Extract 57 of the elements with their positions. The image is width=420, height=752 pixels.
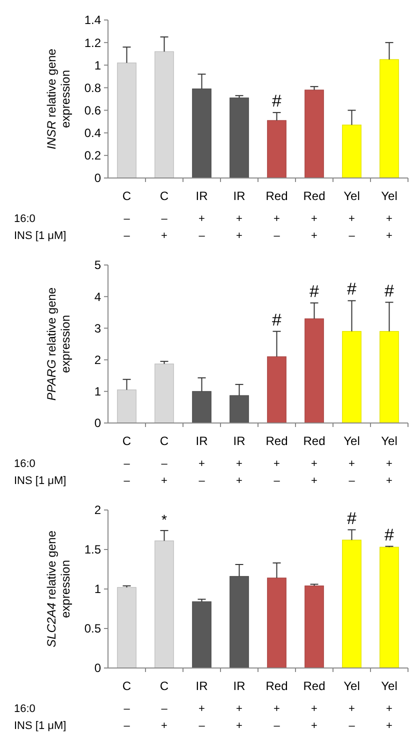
- x-tick-label: Yel + +: [381, 189, 398, 242]
- x-tick-label: Yel + –: [344, 434, 360, 487]
- text: INS [1 μM]: [14, 474, 66, 487]
- x-tick-label: Red + –: [266, 189, 288, 242]
- annotation: #: [384, 525, 395, 544]
- x-tick-label: C – –: [122, 434, 132, 487]
- x-tick-label: Red + –: [266, 434, 288, 487]
- annotation: #: [347, 508, 358, 528]
- x-tick-label: C – –: [122, 679, 132, 732]
- y-tick-label: 1.2: [84, 36, 102, 50]
- x-tick-label: C – +: [160, 189, 169, 242]
- text: 16:0: [14, 212, 36, 225]
- annotation: #: [272, 310, 282, 330]
- text: 16:0: [14, 458, 36, 470]
- x-tick-label: IR + +: [233, 679, 246, 732]
- y-tick-label: 0.6: [84, 103, 102, 118]
- y-tick-label: 0.4: [84, 126, 102, 140]
- annotation: #: [310, 282, 320, 301]
- x-tick-label: IR + –: [196, 434, 208, 487]
- y-tick-label: 1.5: [84, 542, 102, 557]
- y-tick-label: 2: [94, 353, 102, 367]
- y-tick-label: 1: [94, 384, 102, 399]
- text: INS [1 μM]: [14, 720, 66, 732]
- annotation: *: [162, 512, 168, 528]
- x-tick-label: C – –: [122, 189, 132, 242]
- y-tick-label: 5: [94, 258, 102, 272]
- y-tick-label: 1.4: [84, 13, 102, 28]
- y-tick-label: 4: [94, 290, 102, 304]
- x-tick-label: IR + –: [196, 679, 208, 732]
- annotation: #: [272, 92, 282, 111]
- y-tick-label: 0: [94, 416, 102, 430]
- y-tick-label: 1: [94, 58, 102, 72]
- annotation: #: [384, 281, 395, 300]
- x-tick-label: Yel + –: [344, 189, 360, 242]
- y-tick-label: 2: [94, 503, 102, 518]
- x-tick-label: Yel + +: [381, 434, 398, 487]
- text: 16:0: [14, 702, 36, 715]
- x-tick-label: Yel + +: [381, 679, 398, 732]
- y-tick-label: 1: [94, 582, 102, 596]
- y-tick-label: 0: [94, 661, 102, 676]
- x-tick-label: Yel + –: [344, 679, 360, 732]
- x-tick-label: Red + +: [303, 434, 326, 487]
- x-tick-label: IR + +: [233, 434, 246, 487]
- y-tick-label: 0.5: [84, 622, 102, 636]
- x-tick-label: IR + –: [196, 189, 208, 242]
- x-tick-label: C – +: [160, 679, 169, 732]
- y-tick-label: 0: [94, 171, 102, 186]
- x-tick-label: Red + –: [266, 679, 288, 732]
- y-tick-label: 3: [94, 321, 102, 336]
- x-tick-label: Red + +: [303, 679, 326, 732]
- y-tick-label: 0.2: [84, 148, 102, 163]
- y-tick-label: 0.8: [84, 80, 102, 95]
- annotation: #: [347, 280, 358, 299]
- x-tick-label: C – +: [160, 434, 169, 487]
- text: INS [1 μM]: [14, 230, 66, 242]
- x-tick-label: Red + +: [303, 189, 326, 242]
- x-tick-label: IR + +: [233, 189, 246, 242]
